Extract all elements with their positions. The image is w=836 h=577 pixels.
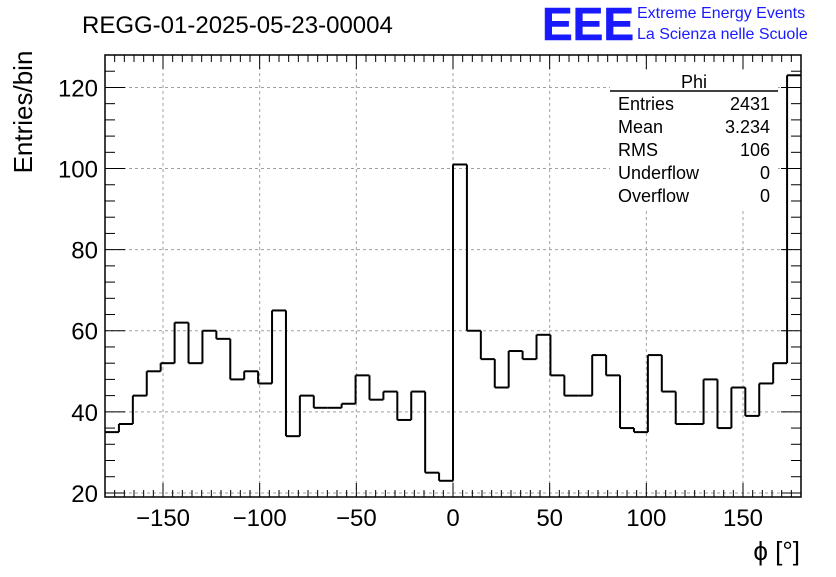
stats-value: 2431 [730, 94, 770, 114]
y-axis-label: Entries/bin [8, 51, 38, 174]
y-tick-label: 20 [71, 481, 98, 508]
chart-title: REGG-01-2025-05-23-00004 [82, 12, 393, 39]
stats-label: Entries [618, 94, 674, 114]
x-tick-label: −100 [233, 505, 287, 532]
histogram-series [105, 74, 801, 482]
x-tick-label: 0 [446, 505, 459, 532]
x-tick-label: 100 [626, 505, 666, 532]
x-tick-labels: −150 −100 −50 0 50 100 150 [136, 505, 763, 532]
stats-box: Phi Entries 2431 Mean 3.234 RMS 106 Underflow 0… [610, 72, 778, 210]
eee-logo-mark: EEE [542, 0, 634, 50]
x-tick-label: −50 [336, 505, 377, 532]
axis-ticks [105, 54, 801, 497]
x-tick-label: 50 [536, 505, 563, 532]
eee-logo-line2: La Scienza nelle Scuole [637, 26, 808, 43]
stats-value: 0 [760, 186, 770, 206]
y-tick-label: 120 [58, 75, 98, 102]
stats-value: 3.234 [725, 117, 770, 137]
y-tick-label: 40 [71, 400, 98, 427]
stats-label: Overflow [618, 186, 690, 206]
eee-logo-line1: Extreme Energy Events [637, 5, 805, 22]
stats-value: 106 [740, 140, 770, 160]
x-axis-label: ϕ [°] [753, 536, 800, 566]
stats-label: RMS [618, 140, 658, 160]
y-tick-label: 100 [58, 157, 98, 184]
x-tick-label: −150 [136, 505, 190, 532]
stats-value: 0 [760, 163, 770, 183]
y-tick-labels: 20 40 60 80 100 120 [58, 75, 98, 508]
stats-box-title: Phi [681, 72, 707, 92]
eee-logo: EEE Extreme Energy Events La Scienza nel… [542, 0, 808, 50]
y-tick-label: 60 [71, 319, 98, 346]
x-tick-label: 150 [723, 505, 763, 532]
stats-label: Mean [618, 117, 663, 137]
stats-box-background [610, 72, 778, 210]
y-tick-label: 80 [71, 238, 98, 265]
stats-label: Underflow [618, 163, 700, 183]
